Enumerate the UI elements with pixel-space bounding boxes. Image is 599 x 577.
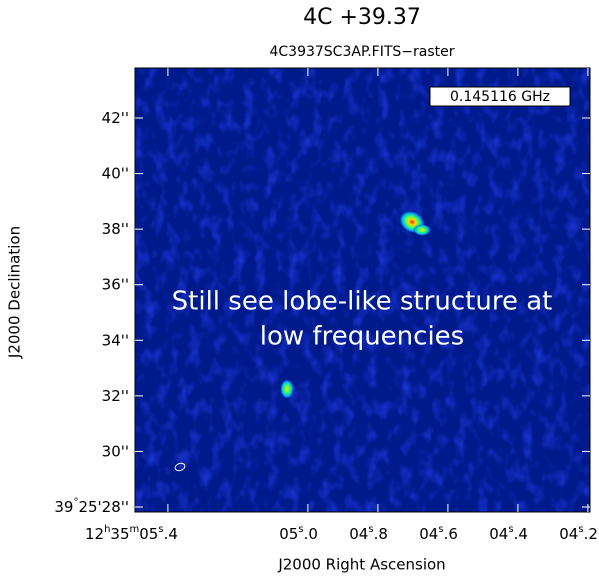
chart-subtitle: 4C3937SC3AP.FITS−raster — [269, 44, 454, 60]
x-tick-label: 04s.4 — [489, 524, 528, 543]
radio-image — [135, 68, 590, 512]
y-tick-label: 34'' — [102, 331, 129, 349]
y-tick-label: 42'' — [102, 109, 129, 127]
annotation: Still see lobe-like structure at — [172, 287, 553, 317]
y-tick-label: 39°25'28'' — [54, 496, 129, 515]
x-tick-label: 04s.6 — [419, 524, 458, 543]
chart-title: 4C +39.37 — [303, 5, 421, 30]
y-tick-label: 30'' — [102, 442, 129, 460]
plot-frame — [134, 67, 591, 513]
x-tick-label: 04s.2 — [559, 524, 598, 543]
x-tick-label: 12h35m05s.4 — [85, 524, 178, 543]
frequency-box — [429, 86, 571, 107]
y-tick-label: 40'' — [102, 164, 129, 182]
x-tick-label: 05s.0 — [279, 524, 318, 543]
y-tick-label: 38'' — [102, 220, 129, 238]
y-tick-label: 36'' — [102, 275, 129, 293]
y-tick-label: 32'' — [102, 386, 129, 404]
y-axis-label: J2000 Declination — [6, 226, 24, 359]
frequency-label: 0.145116 GHz — [450, 89, 550, 105]
x-tick-label: 04s.8 — [349, 524, 388, 543]
annotation: low frequencies — [260, 322, 464, 352]
x-axis-label: J2000 Right Ascension — [277, 556, 445, 574]
